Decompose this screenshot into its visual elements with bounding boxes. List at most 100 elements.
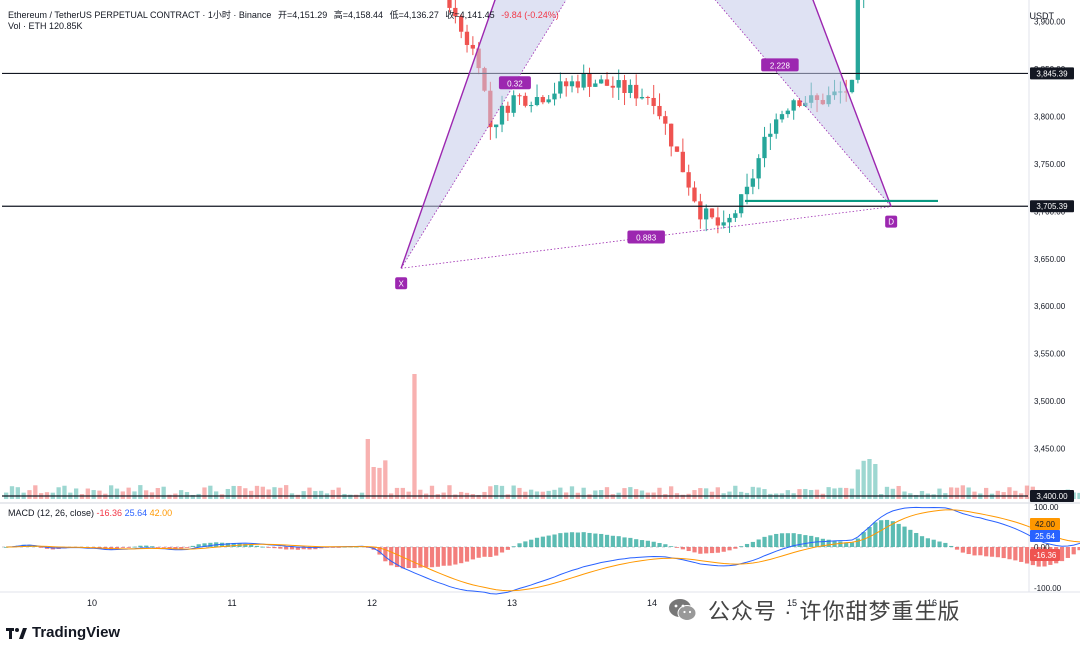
volume-bar (365, 439, 370, 499)
macd-histogram-bar (307, 547, 312, 550)
macd-histogram-bar (196, 544, 201, 547)
macd-histogram-bar (540, 536, 545, 547)
macd-histogram-bar (651, 541, 656, 547)
macd-histogram-bar (470, 547, 475, 560)
volume-bar (114, 488, 120, 499)
currency-unit[interactable]: USDT (1029, 11, 1055, 21)
x-tick-label: 15 (787, 598, 797, 608)
macd-histogram-bar (639, 540, 645, 547)
macd-histogram-bar (190, 545, 195, 547)
candle-body (610, 85, 615, 88)
volume-bar (914, 494, 919, 499)
volume-bar (1077, 492, 1080, 499)
macd-histogram-bar (884, 519, 890, 547)
macd-histogram-bar (634, 539, 639, 547)
volume-bar (27, 490, 32, 499)
macd-histogram-bar (517, 543, 522, 547)
volume-bar (756, 487, 761, 499)
volume-bar (919, 490, 925, 499)
candle-body (657, 105, 662, 117)
macd-histogram-bar (1013, 547, 1018, 561)
candle-body (505, 105, 510, 113)
macd-value-tag-label: 42.00 (1035, 520, 1056, 529)
x-tick-label: 11 (227, 598, 236, 608)
macd-histogram-bar (844, 542, 849, 547)
macd-histogram-bar (464, 547, 470, 562)
symbol-header: Ethereum / TetherUS PERPETUAL CONTRACT ·… (8, 9, 563, 21)
candle-body (599, 79, 604, 84)
volume-bar (319, 490, 324, 499)
macd-axis-tick: 100.00 (1034, 503, 1059, 512)
pattern-point-label: X (398, 279, 404, 288)
macd-histogram-bar (254, 545, 260, 547)
macd-histogram-bar (558, 533, 563, 547)
macd-histogram-bar (435, 547, 440, 567)
x-tick-label: 10 (87, 598, 97, 608)
volume-bar (120, 491, 125, 499)
level-tag (1030, 490, 1074, 502)
level-tag-label: 3,705.39 (1036, 202, 1068, 211)
candle-body (564, 81, 569, 87)
macd-histogram-bar (721, 547, 726, 552)
macd-histogram-bar (581, 532, 586, 547)
volume-bar (657, 487, 662, 499)
volume-bar (896, 485, 901, 499)
candle-body (715, 217, 720, 226)
macd-histogram-bar (1001, 547, 1006, 559)
volume-bar (447, 485, 452, 499)
macd-histogram-bar (208, 542, 213, 547)
macd-histogram-bar (593, 533, 598, 547)
candle-body (453, 7, 458, 17)
macd-histogram-bar (896, 523, 901, 547)
volume-bar (336, 487, 341, 499)
macd-histogram-bar (733, 547, 738, 549)
macd-histogram-bar (482, 547, 487, 557)
candle-body (517, 95, 522, 97)
volume-bar (937, 488, 942, 499)
macd-histogram-bar (383, 547, 388, 562)
tradingview-logo[interactable]: TradingView (6, 624, 120, 641)
volume-bar (733, 485, 738, 499)
macd-histogram-bar (686, 547, 691, 552)
macd-label: MACD (12, 26, close) (8, 508, 95, 518)
volume-bar (587, 494, 592, 499)
macd-value-tag-label: -16.36 (1034, 551, 1057, 560)
macd-histogram-bar (266, 547, 271, 548)
volume-bar (511, 485, 516, 499)
macd-histogram-bar (429, 547, 435, 568)
volume-bar (1024, 485, 1030, 499)
volume-bar (972, 491, 977, 499)
macd-histogram-bar (1071, 547, 1076, 555)
macd-histogram-bar (704, 547, 709, 554)
candle-body (529, 105, 534, 107)
volume-bar (762, 489, 767, 499)
volume-bar (295, 494, 300, 499)
macd-value-tag (1030, 549, 1060, 561)
macd-histogram-bar (225, 542, 230, 547)
candle-body (692, 187, 697, 202)
volume-bar (190, 494, 195, 499)
volume-bar (15, 487, 20, 499)
macd-histogram-bar (534, 537, 540, 547)
macd-histogram-bar (849, 542, 855, 547)
macd-histogram-bar (616, 536, 621, 547)
macd-histogram-bar (995, 547, 1000, 558)
macd-histogram-bar (1077, 547, 1080, 551)
volume-bar (517, 487, 522, 499)
volume-bar (225, 488, 230, 499)
volume-bar (669, 486, 674, 499)
macd-histogram-bar (715, 547, 720, 553)
volume-bar (692, 490, 697, 499)
macd-hist-value: -16.36 (96, 508, 123, 518)
volume-bar (832, 488, 837, 499)
macd-histogram-bar (132, 546, 137, 548)
candle-body (779, 114, 785, 120)
macd-histogram-bar (873, 522, 878, 547)
volume-bar (208, 485, 213, 499)
macd-histogram-bar (488, 547, 493, 557)
candle-body (680, 151, 685, 173)
volume-bar (523, 491, 528, 499)
ohlc-change: -9.84 (-0.24%) (501, 10, 559, 20)
macd-histogram-bar (610, 535, 615, 547)
